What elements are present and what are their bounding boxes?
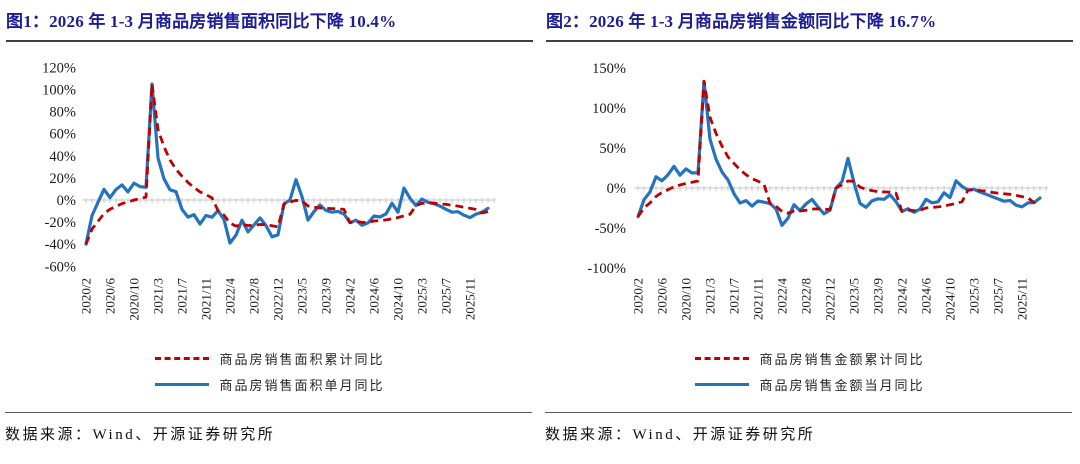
x-axis-label: 2024/10 (391, 278, 406, 321)
y-axis-label: -50% (595, 221, 626, 237)
x-axis-label: 2024/2 (895, 278, 910, 314)
monthly-yoy-line (84, 82, 490, 246)
legend-dashed-line-icon (695, 356, 750, 360)
x-axis-label: 2025/7 (439, 278, 454, 315)
y-axis-label: 50% (599, 141, 626, 157)
figure-2-legend: 商品房销售金额累计同比 商品房销售金额当月同比 (540, 349, 1080, 393)
y-axis-label: -60% (45, 259, 76, 275)
x-axis-label: 2020/6 (103, 278, 118, 315)
legend-item-monthly: 商品房销售面积单月同比 (155, 375, 384, 393)
x-axis-label: 2021/11 (751, 278, 766, 320)
y-axis-label: -100% (587, 261, 626, 277)
figure-1-legend: 商品房销售面积累计同比 商品房销售面积单月同比 (0, 349, 540, 393)
data-source-note: 数据来源：Wind、开源证券研究所 (545, 412, 1072, 444)
x-axis-label: 2025/11 (1015, 278, 1030, 320)
x-axis-label: 2025/7 (991, 278, 1006, 315)
sales-area-chart: 120% 100% 80% 60% 40% 20% 0% -20% -40% -60%2020/2… (42, 60, 496, 321)
x-axis-label: 2021/7 (175, 278, 190, 315)
x-axis-label: 2022/4 (223, 278, 238, 315)
legend-dashed-line-icon (155, 356, 210, 360)
legend-item-cumulative: 商品房销售金额累计同比 (695, 349, 924, 367)
y-axis-label: 0% (57, 193, 76, 209)
x-axis-label: 2023/9 (319, 278, 334, 314)
legend-item-monthly: 商品房销售金额当月同比 (695, 375, 924, 393)
y-axis-label: -20% (45, 215, 76, 231)
figure-2-title: 图2：2026 年 1-3 月商品房销售金额同比下降 16.7% (546, 7, 1073, 42)
x-axis-label: 2020/10 (127, 278, 142, 321)
legend-label: 商品房销售金额累计同比 (759, 351, 925, 367)
x-axis-label: 2024/6 (367, 278, 382, 315)
x-axis-label: 2024/2 (343, 278, 358, 314)
figure-1-panel: 图1：2026 年 1-3 月商品房销售面积同比下降 10.4% 120% 100… (0, 7, 540, 444)
x-axis-label: 2021/11 (199, 278, 214, 320)
y-axis-label: 60% (49, 127, 76, 143)
y-axis-label: 20% (49, 171, 76, 187)
x-axis-label: 2021/3 (703, 278, 718, 314)
legend-solid-line-icon (155, 382, 210, 386)
legend-solid-line-icon (695, 382, 750, 386)
y-axis-label: 150% (592, 61, 626, 77)
x-axis-label: 2021/7 (727, 278, 742, 315)
y-axis-label: 100% (592, 101, 626, 117)
cumulative-yoy-line (84, 82, 489, 245)
y-axis-label: 0% (607, 181, 626, 197)
figure-2-panel: 图2：2026 年 1-3 月商品房销售金额同比下降 16.7% 150% 100… (540, 0, 1080, 464)
x-axis-label: 2023/5 (295, 278, 310, 314)
y-axis-label: -40% (45, 237, 76, 253)
y-axis-label: 100% (42, 83, 76, 99)
legend-label: 商品房销售面积累计同比 (219, 351, 385, 367)
x-axis-label: 2025/11 (463, 278, 478, 320)
figure-1-title: 图1：2026 年 1-3 月商品房销售面积同比下降 10.4% (6, 7, 533, 42)
x-axis-label: 2025/3 (967, 278, 982, 314)
x-axis-label: 2024/10 (943, 278, 958, 321)
cumulative-yoy-line (636, 79, 1041, 218)
y-axis-label: 80% (49, 105, 76, 121)
monthly-yoy-line (636, 79, 1042, 227)
x-axis-label: 2025/3 (415, 278, 430, 314)
x-axis-label: 2020/6 (655, 278, 670, 315)
x-axis-label: 2023/5 (847, 278, 862, 314)
legend-item-cumulative: 商品房销售面积累计同比 (155, 349, 384, 367)
y-axis-label: 120% (42, 60, 76, 76)
x-axis-label: 2022/8 (799, 278, 814, 314)
y-axis-label: 40% (49, 149, 76, 165)
x-axis-label: 2020/2 (79, 278, 94, 314)
x-axis-label: 2021/3 (151, 278, 166, 314)
data-source-note: 数据来源：Wind、开源证券研究所 (5, 412, 532, 444)
x-axis-label: 2022/12 (823, 278, 838, 321)
x-axis-label: 2022/12 (271, 278, 286, 321)
x-axis-label: 2023/9 (871, 278, 886, 314)
x-axis-label: 2022/4 (775, 278, 790, 315)
x-axis-label: 2024/6 (919, 278, 934, 315)
sales-value-chart: 150% 100% 50% 0% -50% -100% 2020/2 2020/6 2020/1… (587, 61, 1048, 321)
legend-label: 商品房销售面积单月同比 (219, 377, 385, 393)
legend-label: 商品房销售金额当月同比 (759, 377, 925, 393)
x-axis-label: 2020/10 (679, 278, 694, 321)
x-axis-label: 2022/8 (247, 278, 262, 314)
x-axis-label: 2020/2 (631, 278, 646, 314)
